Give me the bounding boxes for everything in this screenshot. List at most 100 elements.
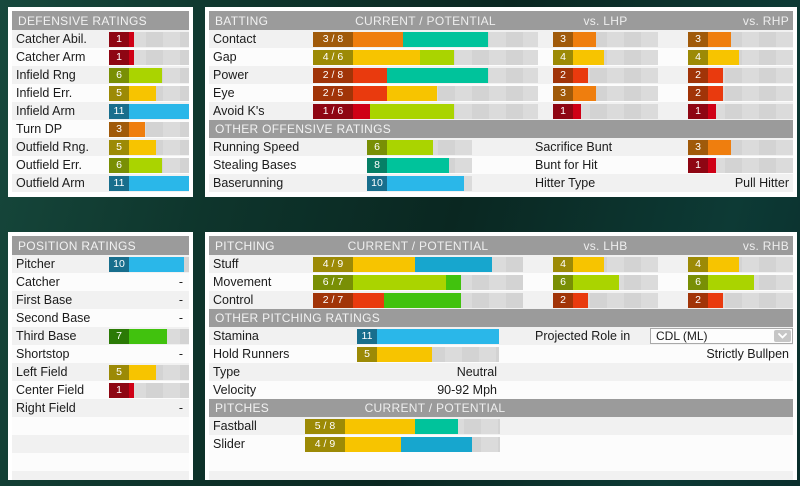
row-infield-err: Infield Err. 5 <box>12 84 189 102</box>
rating-bar-track <box>708 139 793 155</box>
rating-badge: 1 <box>688 103 708 119</box>
row-label: Outfield Arm <box>16 176 85 190</box>
rating-bar-fill <box>129 121 146 137</box>
empty-row <box>209 471 793 480</box>
rating-bar-group: 3 <box>109 120 189 138</box>
chevron-down-icon[interactable] <box>774 330 791 342</box>
rating-bar-track <box>353 256 523 272</box>
rating-badge: 2 <box>553 292 573 308</box>
rating-bar-group: 2 <box>688 66 793 84</box>
row-label: Infield Arm <box>16 104 76 118</box>
rating-bar-fill <box>129 328 168 344</box>
rating-bar-group: 5 <box>357 345 499 363</box>
row-label: Shortstop <box>16 347 70 361</box>
row-outfield-arm: Outfield Arm 11 <box>12 174 189 192</box>
other-pitching-rows: Stamina 11 Projected Role in CDL (ML) Hold R… <box>209 327 793 399</box>
pitching-title: PITCHING <box>215 238 275 253</box>
row-label: Baserunning <box>213 176 284 190</box>
rating-bar-fill <box>708 139 732 155</box>
rating-badge: 2 <box>688 67 708 83</box>
row-label: Second Base <box>16 311 91 325</box>
empty-row <box>12 417 189 435</box>
defensive-ratings-panel: DEFENSIVE RATINGS Catcher Abil. 1 Catcher … <box>8 7 193 197</box>
rating-bar-group: 1 <box>109 30 189 48</box>
current-potential-bar-group: 6 / 7 <box>313 273 523 291</box>
rating-bar-group: 1 <box>688 102 793 120</box>
row-label: Hold Runners <box>213 347 290 361</box>
row-label: Hitter Type <box>535 176 596 190</box>
rating-bar-track <box>353 274 523 290</box>
rating-bar-group: 3 <box>553 30 658 48</box>
rating-bar-fill <box>345 436 472 452</box>
rating-bar-track <box>377 328 499 344</box>
row-label: Type <box>213 365 241 379</box>
rating-bar-group: 10 <box>109 255 189 273</box>
position-ratings-title: POSITION RATINGS <box>12 236 189 255</box>
rating-bar-fill <box>708 67 724 83</box>
rating-badge: 3 <box>109 121 129 137</box>
current-potential-bar-group: 2 / 8 <box>313 66 538 84</box>
rating-bar-group: 4 <box>688 255 793 273</box>
rating-bar-group: 6 <box>367 138 472 156</box>
other-rating-right: Hitter Type Pull Hitter <box>535 174 793 192</box>
rating-bar-current <box>353 85 387 101</box>
rating-bar-fill <box>708 292 724 308</box>
rating-badge: 6 <box>688 274 708 290</box>
rating-badge: 1 / 6 <box>313 103 353 119</box>
row-label: Velocity <box>213 383 257 397</box>
rating-bar-fill <box>129 67 162 83</box>
current-potential-bar-group: 4 / 6 <box>313 48 538 66</box>
rating-bar-group: 6 <box>553 273 658 291</box>
rating-bar-fill <box>573 274 620 290</box>
rating-badge: 3 <box>553 85 573 101</box>
row-center-field: Center Field 1 <box>12 381 189 399</box>
row-label: Infield Rng <box>16 68 76 82</box>
row-label: Fastball <box>213 419 257 433</box>
rating-text-value: Neutral <box>456 365 497 379</box>
row-label: Stamina <box>213 329 259 343</box>
row-fastball: Fastball 5 / 8 <box>209 417 793 435</box>
rating-badge: 4 <box>688 49 708 65</box>
projected-role-dropdown[interactable]: CDL (ML) <box>650 328 793 344</box>
rating-bar-fill <box>353 256 493 272</box>
row-first-base: First Base - <box>12 291 189 309</box>
rating-bar-group: 1 <box>109 381 189 399</box>
row-label: Projected Role in <box>535 329 631 343</box>
defensive-ratings-title: DEFENSIVE RATINGS <box>12 11 189 30</box>
rating-badge: 6 <box>367 139 387 155</box>
row-label: Running Speed <box>213 140 300 154</box>
batting-panel: BATTING CURRENT / POTENTIAL vs. LHP vs. … <box>205 7 797 197</box>
row-label: Stuff <box>213 257 239 271</box>
rating-badge: 8 <box>367 157 387 173</box>
rating-bar-fill <box>353 49 454 65</box>
rating-bar-track <box>129 256 189 272</box>
row-infield-arm: Infield Arm 11 <box>12 102 189 120</box>
other-rating-right: Bunt for Hit 1 <box>535 156 793 174</box>
batting-current-potential-header: CURRENT / POTENTIAL <box>355 13 496 28</box>
row-running-speed: Running Speed 6 Sacrifice Bunt 3 <box>209 138 793 156</box>
rating-bar-fill <box>377 328 499 344</box>
current-potential-bar-group: 2 / 7 <box>313 291 523 309</box>
rating-bar-group: 7 <box>109 327 189 345</box>
pitches-current-potential-header: CURRENT / POTENTIAL <box>364 401 506 415</box>
rating-badge: 5 <box>109 85 129 101</box>
rating-bar-track <box>377 346 499 362</box>
rating-bar-track <box>353 31 538 47</box>
rating-badge: 4 / 9 <box>313 256 353 272</box>
row-turn-dp: Turn DP 3 <box>12 120 189 138</box>
rating-bar-fill <box>708 85 724 101</box>
other-rating-left: Hold Runners 5 <box>209 345 499 363</box>
rating-bar-fill <box>708 31 732 47</box>
rating-bar-fill <box>708 157 716 173</box>
rating-bar-group: 2 <box>688 291 793 309</box>
rating-badge: 4 / 9 <box>305 436 345 452</box>
rating-bar-group: 6 <box>109 66 189 84</box>
row-label: Avoid K's <box>213 104 265 118</box>
rating-badge: 6 <box>109 157 129 173</box>
rating-badge: 1 <box>109 31 129 47</box>
row-label: First Base <box>16 293 73 307</box>
rating-badge: 6 <box>553 274 573 290</box>
rating-bar-track <box>387 157 472 173</box>
rating-bar-group: 6 <box>109 156 189 174</box>
rating-bar-group: 4 <box>688 48 793 66</box>
